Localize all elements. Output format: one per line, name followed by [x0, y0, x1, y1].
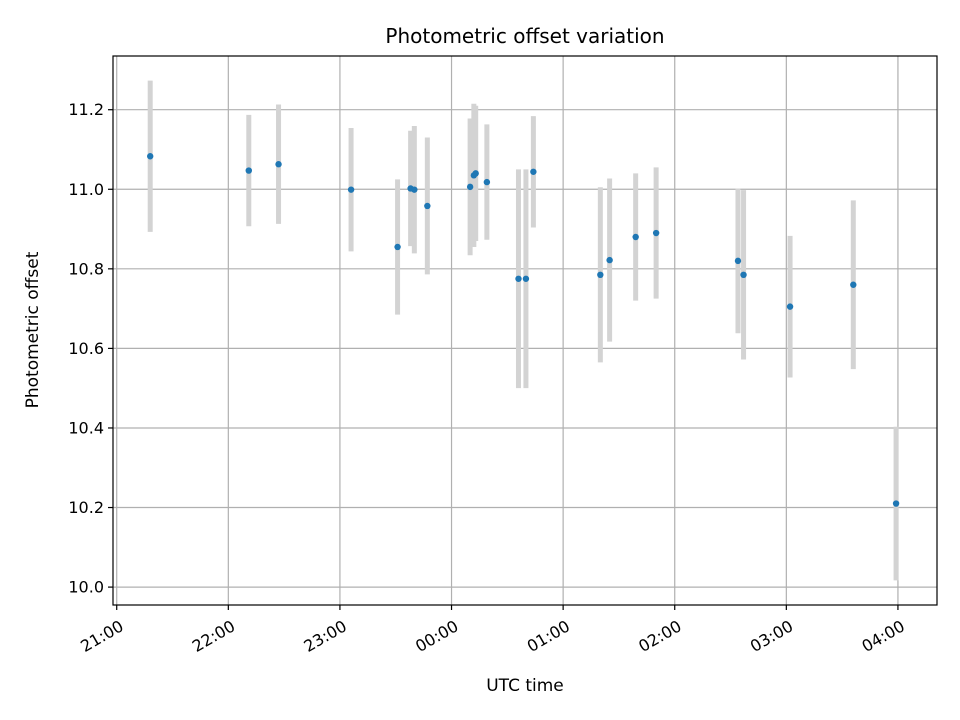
y-tick-label: 10.8: [68, 259, 104, 278]
x-axis-label: UTC time: [486, 676, 564, 696]
data-point: [530, 168, 537, 175]
y-tick-label: 10.2: [68, 498, 104, 517]
y-tick-label: 11.0: [68, 180, 104, 199]
data-point: [740, 271, 747, 279]
chart-title: Photometric offset variation: [385, 24, 664, 48]
y-tick-label: 10.6: [68, 339, 104, 358]
y-tick-label: 11.2: [68, 100, 104, 119]
data-point: [466, 183, 474, 191]
data-point: [472, 170, 479, 177]
data-point: [632, 233, 639, 241]
data-point: [275, 161, 282, 168]
data-points: [147, 153, 900, 507]
data-point: [606, 256, 613, 264]
y-tick-label: 10.4: [68, 418, 104, 437]
data-point: [483, 178, 491, 186]
data-point: [892, 500, 900, 507]
data-point: [347, 186, 355, 193]
data-point: [424, 202, 431, 210]
y-tick-label: 10.0: [68, 578, 104, 597]
data-point: [147, 153, 154, 160]
y-axis-ticks: 10.0 10.2 10.4 10.6 10.8 11.0 11.2: [68, 100, 113, 597]
data-point: [597, 271, 604, 279]
data-point: [734, 257, 742, 265]
data-point: [394, 243, 401, 251]
data-point: [515, 275, 522, 282]
data-point: [786, 303, 794, 310]
data-point: [522, 275, 530, 282]
plot-frame: [112, 55, 938, 606]
data-point: [652, 229, 660, 237]
data-point: [245, 167, 252, 174]
y-axis-label: Photometric offset: [23, 251, 43, 408]
data-point: [850, 281, 857, 288]
data-point: [411, 186, 418, 193]
